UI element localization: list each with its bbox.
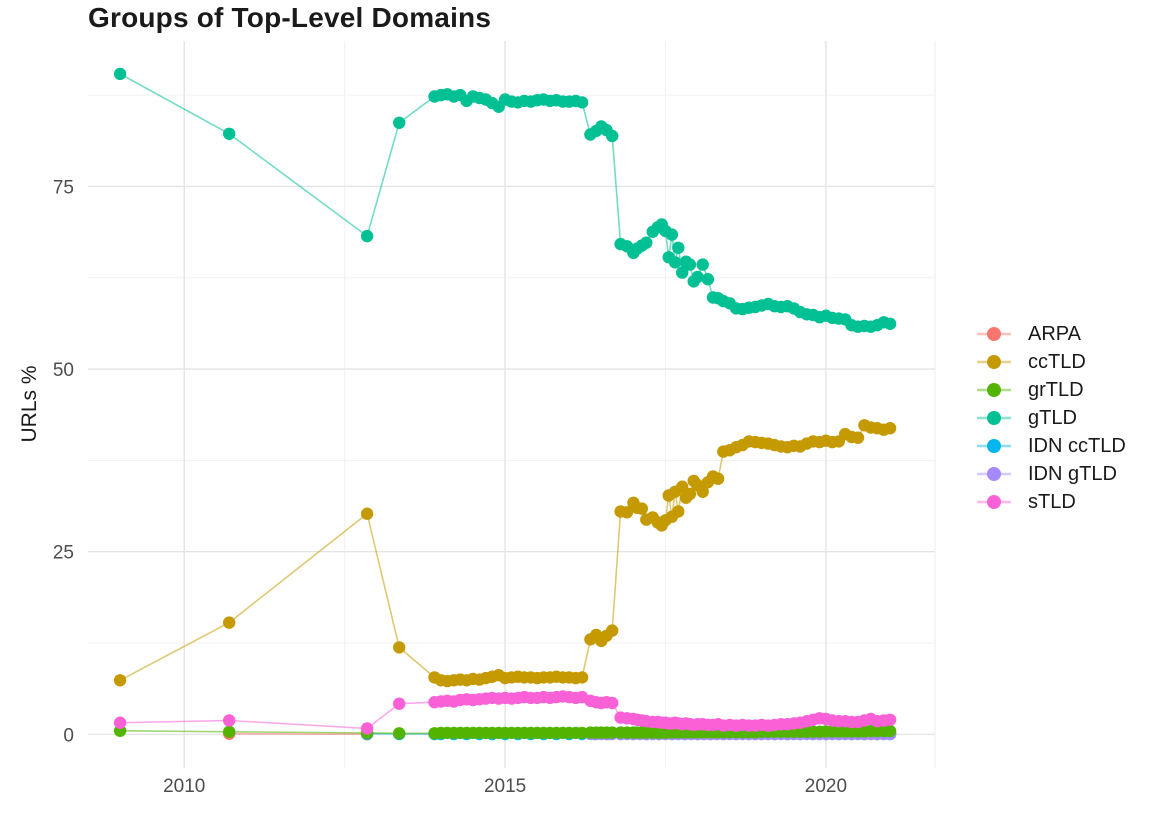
data-point-gtld <box>672 241 685 254</box>
data-point-gtld <box>606 129 619 143</box>
data-point-cctld <box>635 502 648 515</box>
data-point-gtld <box>683 258 697 271</box>
legend: ARPA ccTLD grTLD gTLD IDN ccTLD <box>977 320 1126 516</box>
legend-key-swatch <box>977 353 1011 371</box>
data-point-gtld <box>668 256 682 269</box>
data-point-gtld <box>701 273 715 286</box>
x-tick-label: 2020 <box>805 776 847 797</box>
legend-label: sTLD <box>1028 490 1076 513</box>
data-point-gtld <box>665 228 679 241</box>
data-point-stld <box>360 722 374 735</box>
data-point-cctld <box>672 505 685 518</box>
y-tick-label: 0 <box>63 725 74 746</box>
data-point-cctld <box>883 422 897 435</box>
series-line-arpa <box>228 732 368 736</box>
plot-title: Groups of Top-Level Domains <box>88 2 492 33</box>
data-point-cctld <box>676 480 689 493</box>
data-point-stld <box>393 697 406 710</box>
x-axis-tick-labels: 2010 2015 2020 <box>163 776 847 797</box>
data-point-cctld <box>113 674 127 687</box>
legend-label: ARPA <box>1028 322 1081 345</box>
data-point-cctld <box>711 472 725 485</box>
legend-key-swatch <box>977 493 1011 511</box>
data-point-gtld <box>696 258 709 271</box>
legend-item-gtld: gTLD <box>977 404 1126 432</box>
data-point-gtld <box>360 229 374 243</box>
legend-key-swatch <box>977 381 1011 399</box>
data-point-gtld <box>113 67 127 81</box>
legend-item-stld: sTLD <box>977 488 1126 516</box>
data-point-stld <box>113 716 127 729</box>
legend-item-idn-cctld: IDN ccTLD <box>977 432 1126 460</box>
data-point-gtld <box>676 266 689 279</box>
legend-label: gTLD <box>1028 406 1077 429</box>
data-point-grtld <box>223 725 236 738</box>
legend-key-swatch <box>977 325 1011 343</box>
data-point-cctld <box>223 616 236 629</box>
legend-item-arpa: ARPA <box>977 320 1126 348</box>
data-point-cctld <box>360 507 374 520</box>
data-point-cctld <box>606 624 619 637</box>
legend-item-grtld: grTLD <box>977 376 1126 404</box>
legend-key-swatch <box>977 437 1011 455</box>
data-point-cctld <box>575 671 589 684</box>
data-point-stld <box>223 714 236 727</box>
legend-label: grTLD <box>1028 378 1084 401</box>
legend-key-swatch <box>977 409 1011 427</box>
x-tick-label: 2015 <box>484 776 526 797</box>
legend-key-swatch <box>977 465 1011 483</box>
gridlines <box>88 41 936 768</box>
y-axis-title: URLs % <box>18 365 41 443</box>
data-point-stld <box>606 696 619 710</box>
data-point-cctld <box>393 641 406 654</box>
data-point-gtld <box>575 96 589 109</box>
data-point-gtld <box>691 270 704 284</box>
legend-item-idn-gtld: IDN gTLD <box>977 460 1126 488</box>
data-series <box>113 67 897 741</box>
data-point-gtld <box>393 116 406 129</box>
y-tick-label: 75 <box>53 177 74 198</box>
legend-item-cctld: ccTLD <box>977 348 1126 376</box>
data-point-gtld <box>223 127 236 140</box>
legend-label: IDN ccTLD <box>1028 434 1126 457</box>
data-point-grtld <box>883 724 897 738</box>
y-tick-label: 50 <box>53 360 74 381</box>
data-point-gtld <box>883 317 897 330</box>
data-point-cctld <box>620 506 634 519</box>
x-tick-label: 2010 <box>163 776 205 797</box>
data-point-gtld <box>640 236 653 249</box>
data-point-cctld <box>696 485 709 498</box>
data-point-cctld <box>683 487 697 501</box>
legend-label: ccTLD <box>1028 350 1086 373</box>
y-tick-label: 25 <box>53 543 74 564</box>
y-axis-tick-labels: 0 25 50 75 <box>53 177 74 746</box>
legend-label: IDN gTLD <box>1028 462 1117 485</box>
data-point-grtld <box>393 727 406 740</box>
data-point-stld <box>883 713 897 726</box>
data-point-cctld <box>851 431 865 444</box>
